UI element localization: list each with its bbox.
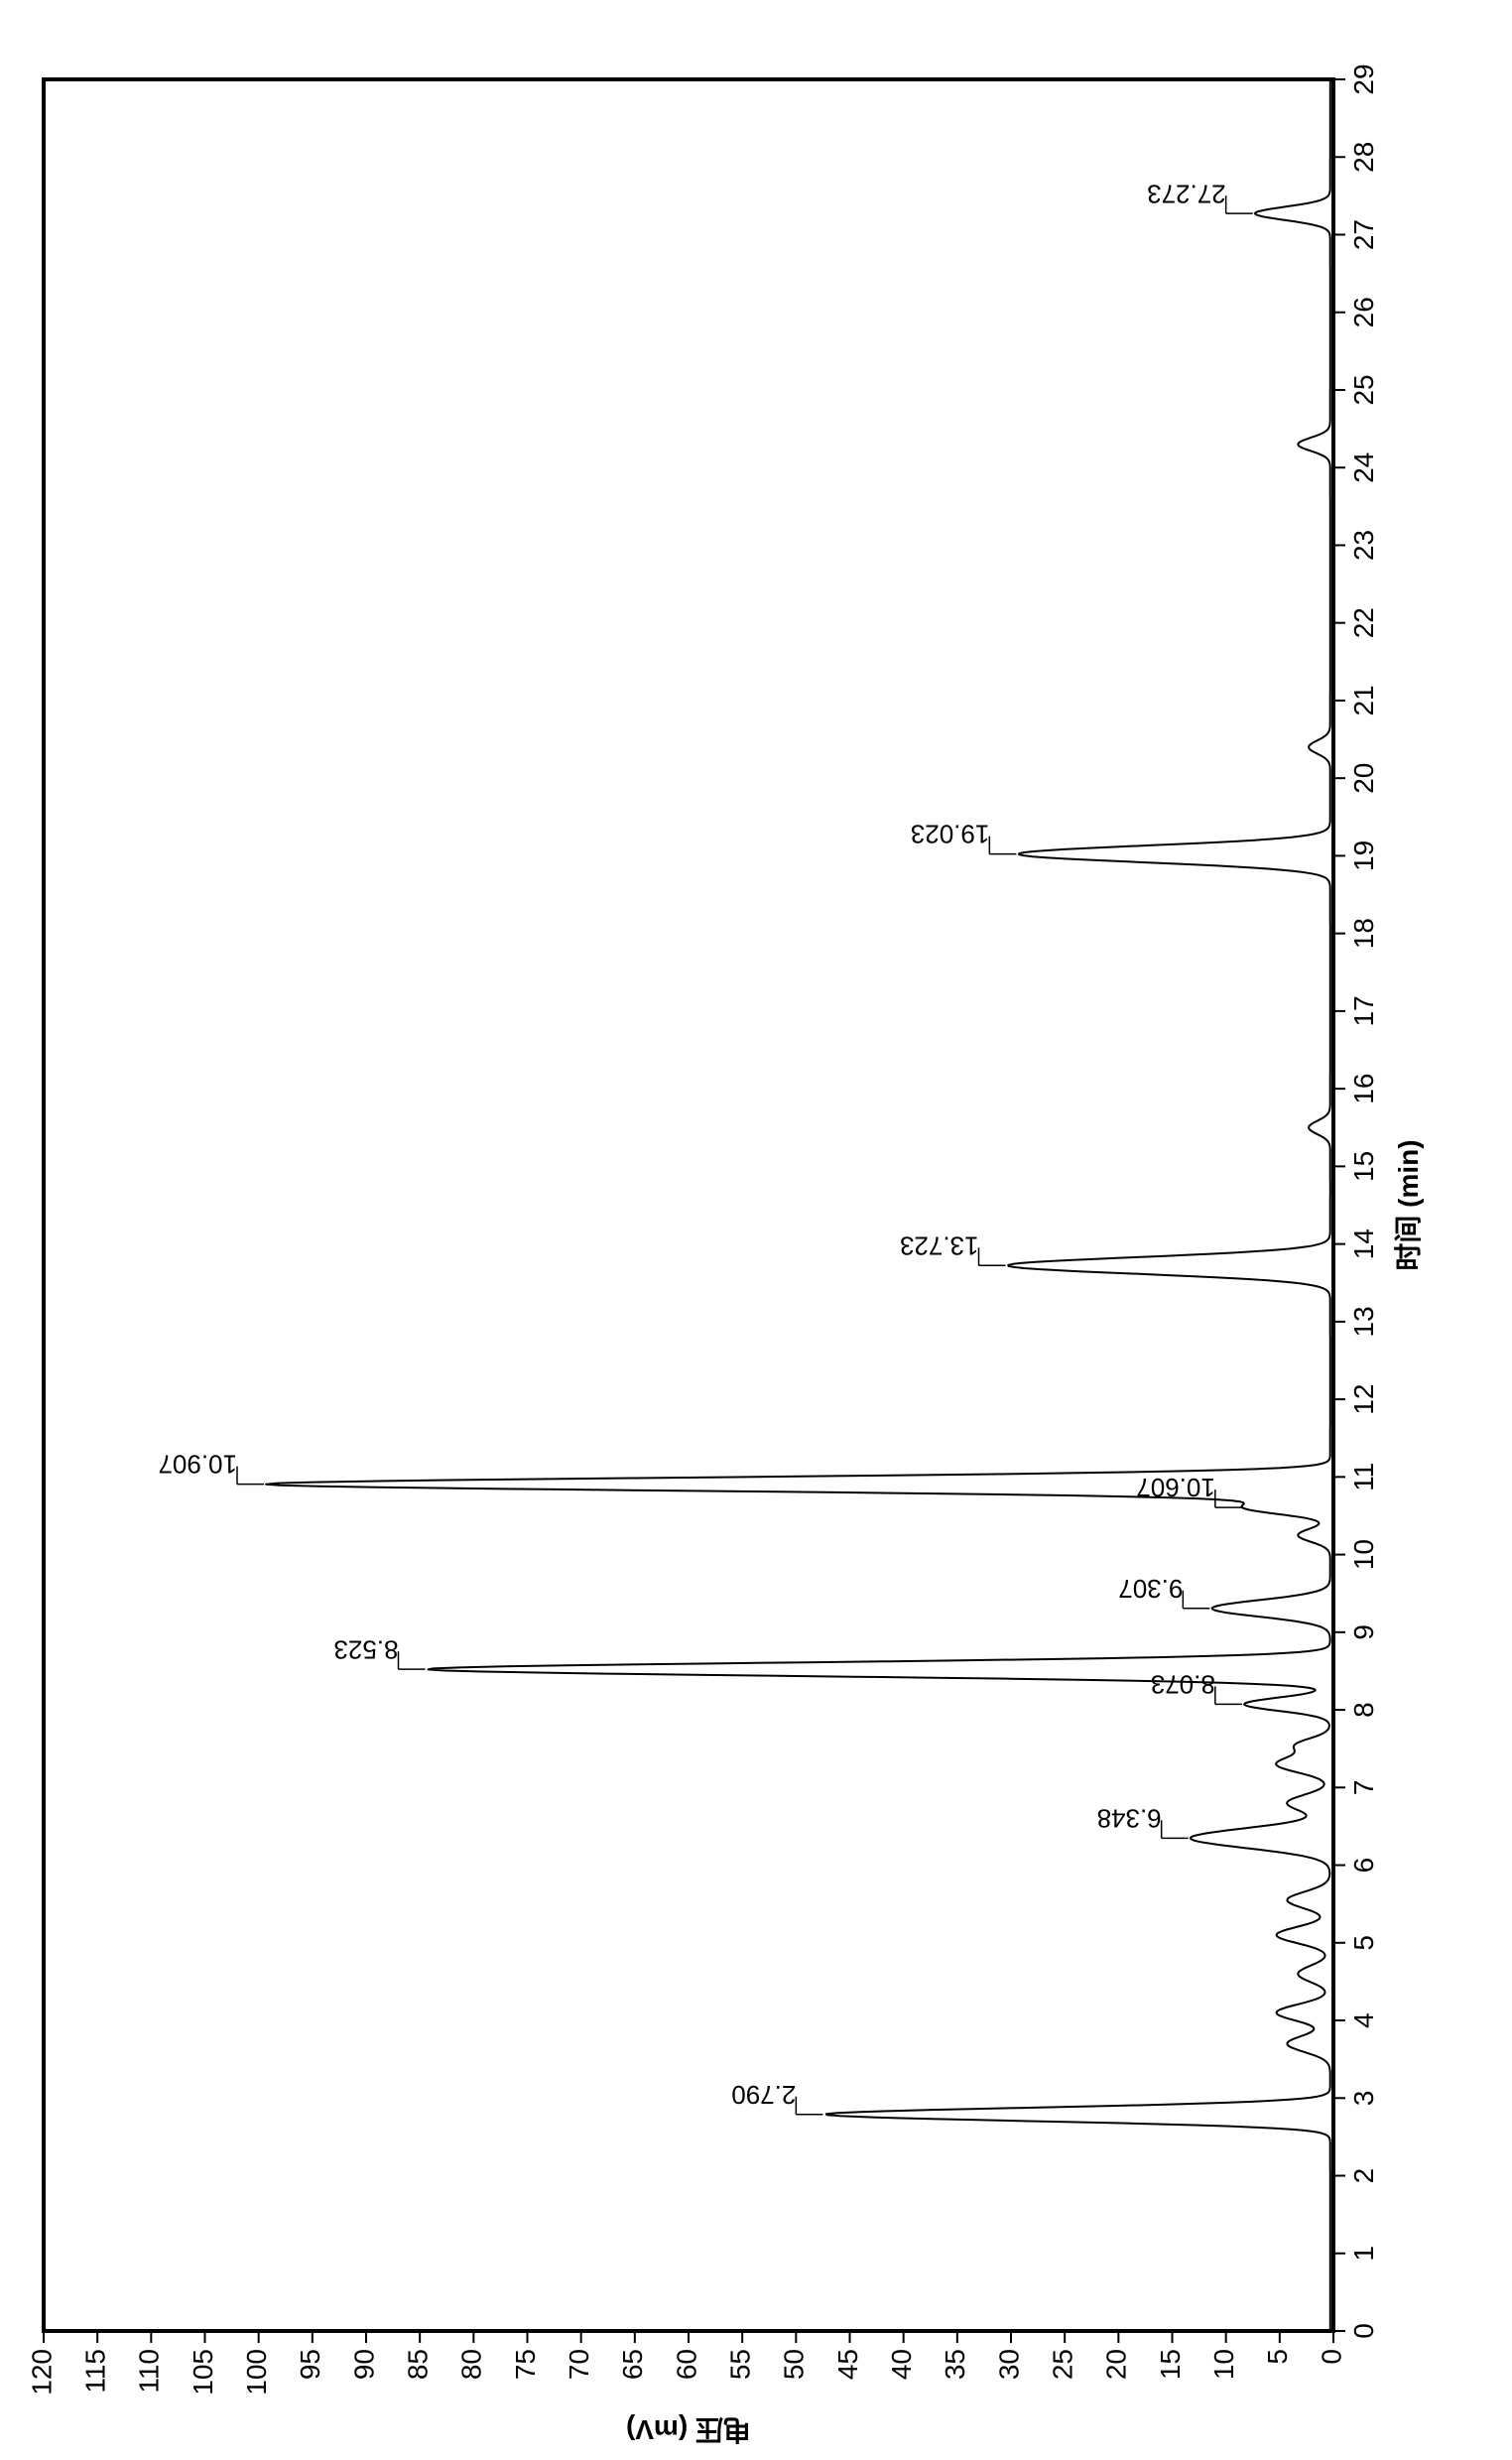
y-tick-label: 55 xyxy=(725,2349,756,2380)
peak-label: 8.073 xyxy=(1151,1669,1215,1699)
x-tick-label: 3 xyxy=(1348,2090,1379,2106)
y-tick-label: 20 xyxy=(1101,2349,1132,2380)
y-tick-label: 60 xyxy=(671,2349,701,2380)
peak-label: 27.273 xyxy=(1147,179,1226,208)
x-tick-label: 5 xyxy=(1348,1935,1379,1951)
peak-label: 13.723 xyxy=(900,1230,979,1260)
peak-label: 8.523 xyxy=(333,1634,398,1664)
x-axis-label: 时间 (min) xyxy=(1393,1139,1424,1270)
x-tick-label: 1 xyxy=(1348,2246,1379,2262)
x-tick-label: 0 xyxy=(1348,2323,1379,2339)
x-tick-label: 16 xyxy=(1348,1074,1379,1104)
y-tick-label: 115 xyxy=(80,2349,111,2394)
x-tick-label: 14 xyxy=(1348,1229,1379,1259)
chromatogram-chart: 0510152025303540455055606570758085909510… xyxy=(0,0,1512,2460)
x-tick-label: 27 xyxy=(1348,219,1379,250)
peak-label: 6.348 xyxy=(1097,1803,1162,1833)
y-tick-label: 15 xyxy=(1155,2349,1186,2380)
peak-label: 10.607 xyxy=(1136,1473,1215,1502)
y-tick-label: 85 xyxy=(403,2349,434,2380)
y-tick-label: 35 xyxy=(940,2349,970,2380)
x-tick-label: 12 xyxy=(1348,1384,1379,1415)
x-tick-label: 9 xyxy=(1348,1624,1379,1640)
x-tick-label: 2 xyxy=(1348,2168,1379,2184)
y-tick-label: 120 xyxy=(26,2349,57,2395)
x-tick-label: 20 xyxy=(1348,763,1379,794)
x-tick-label: 4 xyxy=(1348,2012,1379,2028)
y-tick-label: 25 xyxy=(1048,2349,1078,2380)
y-tick-label: 70 xyxy=(564,2349,594,2380)
y-axis-label: 电压 (mV) xyxy=(626,2414,751,2445)
y-tick-label: 90 xyxy=(348,2349,379,2380)
y-tick-label: 10 xyxy=(1208,2349,1239,2380)
y-tick-label: 0 xyxy=(1316,2349,1346,2365)
x-tick-label: 29 xyxy=(1348,64,1379,94)
peak-label: 10.907 xyxy=(158,1450,237,1480)
x-tick-label: 25 xyxy=(1348,374,1379,405)
x-tick-label: 24 xyxy=(1348,453,1379,483)
y-tick-label: 95 xyxy=(295,2349,325,2380)
y-tick-label: 40 xyxy=(886,2349,917,2380)
x-tick-label: 28 xyxy=(1348,142,1379,173)
x-tick-label: 6 xyxy=(1348,1858,1379,1874)
x-tick-label: 26 xyxy=(1348,297,1379,327)
y-tick-label: 5 xyxy=(1262,2349,1293,2365)
y-tick-label: 45 xyxy=(832,2349,863,2380)
y-tick-label: 65 xyxy=(617,2349,648,2380)
y-tick-label: 105 xyxy=(188,2349,218,2395)
x-tick-label: 18 xyxy=(1348,918,1379,949)
x-tick-label: 10 xyxy=(1348,1539,1379,1570)
y-tick-label: 110 xyxy=(134,2349,165,2394)
x-tick-label: 21 xyxy=(1348,685,1379,715)
y-tick-label: 30 xyxy=(993,2349,1024,2380)
x-tick-label: 8 xyxy=(1348,1702,1379,1718)
peak-label: 9.307 xyxy=(1118,1574,1183,1604)
y-tick-label: 100 xyxy=(241,2349,272,2395)
x-tick-label: 15 xyxy=(1348,1151,1379,1182)
y-tick-label: 50 xyxy=(779,2349,810,2380)
y-tick-label: 80 xyxy=(456,2349,487,2380)
x-tick-label: 11 xyxy=(1348,1463,1379,1491)
peak-label: 19.023 xyxy=(911,820,990,849)
chromatogram-page: 0510152025303540455055606570758085909510… xyxy=(0,0,1512,2460)
x-tick-label: 17 xyxy=(1348,995,1379,1026)
x-tick-label: 23 xyxy=(1348,530,1379,561)
x-tick-label: 19 xyxy=(1348,841,1379,871)
peak-label: 2.790 xyxy=(731,2080,796,2110)
x-tick-label: 13 xyxy=(1348,1306,1379,1337)
y-tick-label: 75 xyxy=(510,2349,541,2380)
x-tick-label: 22 xyxy=(1348,607,1379,638)
x-tick-label: 7 xyxy=(1348,1780,1379,1796)
